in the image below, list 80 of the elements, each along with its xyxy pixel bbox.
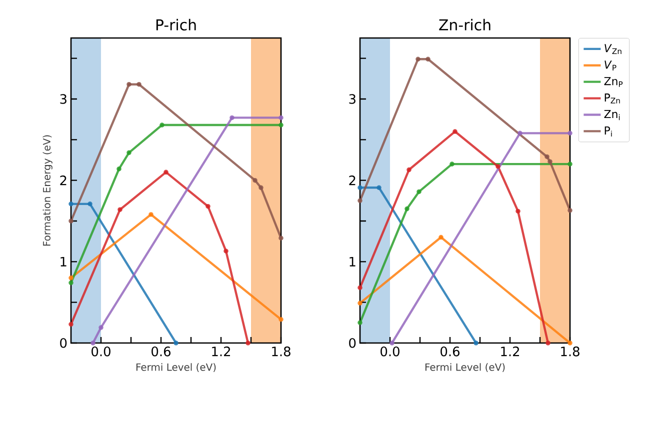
x-tick-label: 0.0 (92, 346, 110, 356)
point (376, 185, 382, 190)
legend-label: Zn$_{i}$ (604, 110, 620, 120)
point (68, 202, 74, 206)
y-tick-label: 1 (350, 256, 356, 266)
y-tick-label: 3 (349, 94, 356, 104)
chart-title: Zn-rich (439, 18, 490, 30)
point (126, 150, 132, 156)
x-tick-label: 0.6 (152, 346, 170, 356)
point (548, 159, 552, 164)
x-tick-label: 0.6 (440, 346, 460, 356)
point (278, 317, 284, 322)
point (136, 82, 142, 87)
point (390, 340, 394, 346)
legend-label: V$_{Zn}$ (604, 44, 622, 54)
point (230, 115, 234, 120)
point (68, 322, 74, 327)
point (518, 130, 522, 136)
x-axis-title: Fermi Level (eV) (425, 363, 505, 372)
x-tick-label: 1.2 (501, 346, 519, 356)
point (358, 300, 362, 306)
point (278, 236, 284, 240)
point (98, 325, 104, 330)
point (126, 82, 132, 87)
point (406, 167, 412, 172)
y-tick-label: 1 (60, 256, 66, 266)
point (496, 164, 500, 169)
point (404, 206, 410, 212)
point (118, 207, 122, 212)
y-tick-label: 0 (60, 338, 67, 348)
point (90, 340, 96, 346)
legend-label: P$_{i}$ (604, 126, 612, 137)
point (164, 170, 168, 175)
point (148, 212, 154, 217)
y-tick-label: 2 (60, 176, 66, 186)
point (258, 185, 264, 190)
point (278, 115, 284, 120)
legend-label: P$_{Zn}$ (604, 94, 620, 104)
point (450, 162, 454, 166)
y-tick-label: 2 (349, 176, 356, 186)
point (516, 208, 520, 214)
point (116, 166, 122, 172)
y-axis-title: Formation Energy (eV) (42, 135, 52, 246)
point (224, 248, 228, 254)
point (160, 122, 164, 128)
point (358, 185, 362, 190)
x-tick-label: 0.0 (380, 346, 400, 356)
legend-label: V$_{P}$ (604, 60, 616, 70)
point (568, 162, 572, 166)
legend-label: Zn$_{P}$ (604, 77, 623, 87)
point (416, 56, 420, 62)
point (568, 130, 572, 136)
point (544, 154, 550, 160)
point (358, 285, 362, 290)
point (68, 280, 74, 286)
point (358, 198, 362, 204)
point (206, 204, 210, 209)
point (452, 129, 458, 134)
point (174, 340, 178, 346)
y-tick-label: 0 (349, 338, 356, 348)
y-tick-label: 3 (60, 94, 66, 104)
chart-title: P-rich (156, 18, 196, 30)
x-tick-label: 1.8 (272, 346, 290, 356)
point (546, 340, 550, 346)
x-tick-label: 1.2 (212, 346, 230, 356)
x-tick-label: 1.8 (561, 346, 580, 356)
point (68, 276, 74, 280)
point (278, 122, 284, 128)
point (426, 56, 430, 62)
point (416, 189, 422, 194)
point (568, 208, 572, 213)
point (88, 202, 92, 206)
point (252, 178, 258, 183)
x-axis-title: Fermi Level (eV) (136, 363, 216, 372)
point (246, 340, 250, 346)
point (358, 320, 362, 326)
point (568, 340, 572, 346)
point (474, 340, 478, 346)
point (68, 218, 74, 224)
point (438, 234, 444, 240)
